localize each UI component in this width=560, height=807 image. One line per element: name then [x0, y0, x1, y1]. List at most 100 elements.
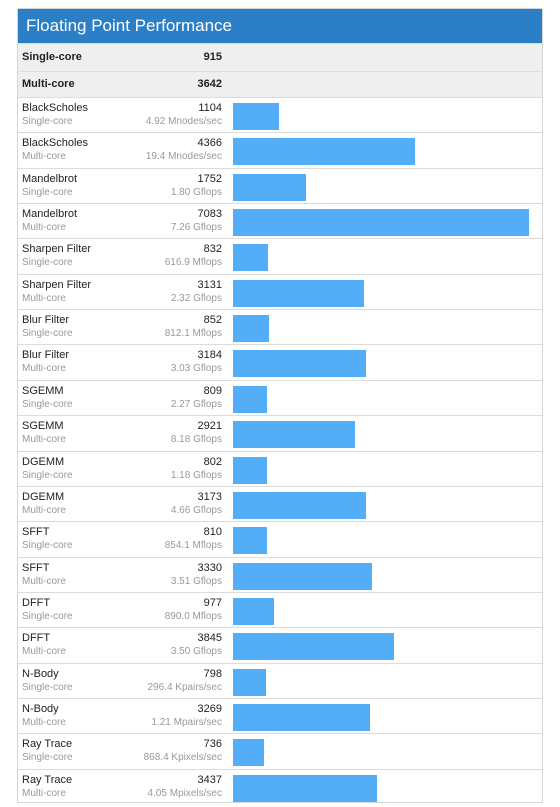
- benchmark-rate: 4.66 Gflops: [170, 504, 222, 516]
- benchmark-score: 3173: [197, 490, 222, 503]
- benchmark-score: 736: [203, 738, 222, 751]
- benchmark-mode: Single-core: [22, 328, 73, 340]
- benchmark-rate: 812.1 Mflops: [164, 328, 222, 340]
- score-bar: [233, 456, 267, 484]
- benchmark-rate: 7.26 Gflops: [170, 222, 222, 234]
- benchmark-panel: Floating Point Performance Single-core 91…: [17, 8, 543, 803]
- benchmark-name: DFFT: [22, 632, 51, 645]
- benchmark-row: SFFT Multi-core 3330 3.51 Gflops: [18, 556, 542, 592]
- benchmark-score: 809: [203, 384, 222, 397]
- benchmark-name: BlackScholes: [22, 102, 89, 114]
- score-bar: [233, 739, 264, 767]
- benchmark-mode: Single-core: [22, 186, 73, 198]
- score-bar: [233, 209, 529, 237]
- benchmark-row: BlackScholes Multi-core 4366 19.4 Mnodes/se…: [18, 132, 542, 167]
- benchmark-row: DFFT Single-core 977 890.0 Mflops: [18, 591, 542, 627]
- summary-row: Multi-core 3642: [18, 71, 542, 97]
- benchmark-row: Mandelbrot Multi-core 7083 7.26 Gflops: [18, 203, 542, 238]
- score-bar: [233, 633, 394, 661]
- benchmark-score: 1104: [198, 102, 222, 114]
- benchmark-score: 3330: [197, 561, 222, 574]
- score-bar: [233, 350, 367, 378]
- benchmark-rate: 854.1 Mflops: [164, 540, 222, 552]
- benchmark-rate: 3.51 Gflops: [170, 575, 222, 587]
- score-bar: [233, 138, 416, 166]
- benchmark-mode: Multi-core: [22, 292, 66, 304]
- benchmark-mode: Single-core: [22, 681, 73, 693]
- benchmark-name: Ray Trace: [22, 738, 73, 751]
- benchmark-rate: 4.92 Mnodes/sec: [145, 116, 222, 127]
- score-bar: [233, 315, 269, 343]
- summary-score: 915: [203, 51, 222, 63]
- benchmark-mode: Multi-core: [22, 434, 66, 446]
- benchmark-rate: 1.80 Gflops: [170, 186, 222, 198]
- benchmark-name: Mandelbrot: [22, 172, 78, 185]
- benchmark-name: Sharpen Filter: [22, 278, 92, 291]
- benchmark-row: Ray Trace Single-core 736 868.4 Kpixels/sec: [18, 733, 542, 768]
- benchmark-rate: 4.05 Mpixels/sec: [147, 787, 222, 799]
- benchmark-rate: 616.9 Mflops: [164, 257, 222, 269]
- benchmark-score: 798: [203, 667, 222, 680]
- benchmark-mode: Single-core: [22, 610, 73, 622]
- score-bar: [233, 527, 267, 555]
- score-bar: [233, 597, 274, 625]
- score-bar: [233, 103, 280, 130]
- benchmark-row: Sharpen Filter Single-core 832 616.9 Mflops: [18, 238, 542, 273]
- benchmark-row: DGEMM Multi-core 3173 4.66 Gflops: [18, 485, 542, 521]
- score-bar: [233, 491, 366, 519]
- benchmark-row: Mandelbrot Single-core 1752 1.80 Gflops: [18, 167, 542, 203]
- benchmark-score: 7083: [197, 208, 222, 221]
- benchmark-rate: 296.4 Kpairs/sec: [147, 681, 223, 693]
- benchmark-name: Mandelbrot: [22, 208, 78, 221]
- benchmark-rate: 19.4 Mnodes/sec: [145, 151, 222, 163]
- benchmark-mode: Multi-core: [22, 222, 66, 234]
- benchmark-mode: Multi-core: [22, 787, 66, 799]
- summary-score: 3642: [197, 78, 222, 90]
- benchmark-rate: 1.21 Mpairs/sec: [151, 716, 222, 728]
- benchmark-name: SGEMM: [22, 420, 64, 433]
- benchmark-name: SFFT: [22, 561, 50, 574]
- benchmark-score: 802: [203, 455, 222, 468]
- benchmark-name: SFFT: [22, 526, 50, 539]
- benchmark-row: SGEMM Single-core 809 2.27 Gflops: [18, 379, 542, 415]
- benchmark-row: SFFT Single-core 810 854.1 Mflops: [18, 521, 542, 556]
- benchmark-name: SGEMM: [22, 384, 64, 397]
- benchmark-row: N-Body Single-core 798 296.4 Kpairs/sec: [18, 662, 542, 698]
- benchmark-rate: 890.0 Mflops: [164, 610, 222, 622]
- benchmark-mode: Single-core: [22, 257, 73, 269]
- benchmark-row: N-Body Multi-core 3269 1.21 Mpairs/sec: [18, 697, 542, 733]
- benchmark-row: Blur Filter Multi-core 3184 3.03 Gflops: [18, 344, 542, 379]
- benchmark-row: Sharpen Filter Multi-core 3131 2.32 Gflops: [18, 273, 542, 309]
- score-bar: [233, 421, 356, 449]
- benchmark-mode: Single-core: [22, 752, 73, 764]
- benchmark-row: BlackScholes Single-core 1104 4.92 Mnodes/s…: [18, 97, 542, 132]
- benchmark-mode: Single-core: [22, 469, 73, 481]
- panel-title: Floating Point Performance: [18, 9, 542, 43]
- benchmark-name: N-Body: [22, 667, 59, 680]
- score-bar: [233, 244, 268, 272]
- benchmark-score: 3269: [197, 702, 222, 715]
- benchmark-rate: 8.18 Gflops: [170, 434, 222, 446]
- benchmark-name: DGEMM: [22, 490, 65, 503]
- score-bar: [233, 385, 267, 413]
- benchmark-mode: Multi-core: [22, 151, 66, 163]
- benchmark-rate: 2.27 Gflops: [170, 398, 222, 410]
- benchmark-score: 3131: [197, 278, 222, 291]
- benchmark-name: DFFT: [22, 596, 51, 609]
- benchmark-score: 4366: [197, 137, 222, 150]
- benchmark-name: Ray Trace: [22, 773, 73, 786]
- benchmark-rate: 2.32 Gflops: [170, 292, 222, 304]
- benchmark-score: 810: [203, 526, 222, 539]
- summary-label: Multi-core: [22, 78, 75, 90]
- benchmark-mode: Multi-core: [22, 504, 66, 516]
- benchmark-score: 3184: [197, 349, 222, 362]
- benchmark-name: Blur Filter: [22, 314, 70, 327]
- benchmark-mode: Single-core: [22, 116, 73, 127]
- benchmark-mode: Multi-core: [22, 575, 66, 587]
- benchmark-mode: Multi-core: [22, 716, 66, 728]
- benchmark-score: 977: [203, 596, 222, 609]
- benchmark-rate: 868.4 Kpixels/sec: [143, 752, 222, 764]
- score-bar: [233, 774, 377, 802]
- score-bar: [233, 668, 267, 696]
